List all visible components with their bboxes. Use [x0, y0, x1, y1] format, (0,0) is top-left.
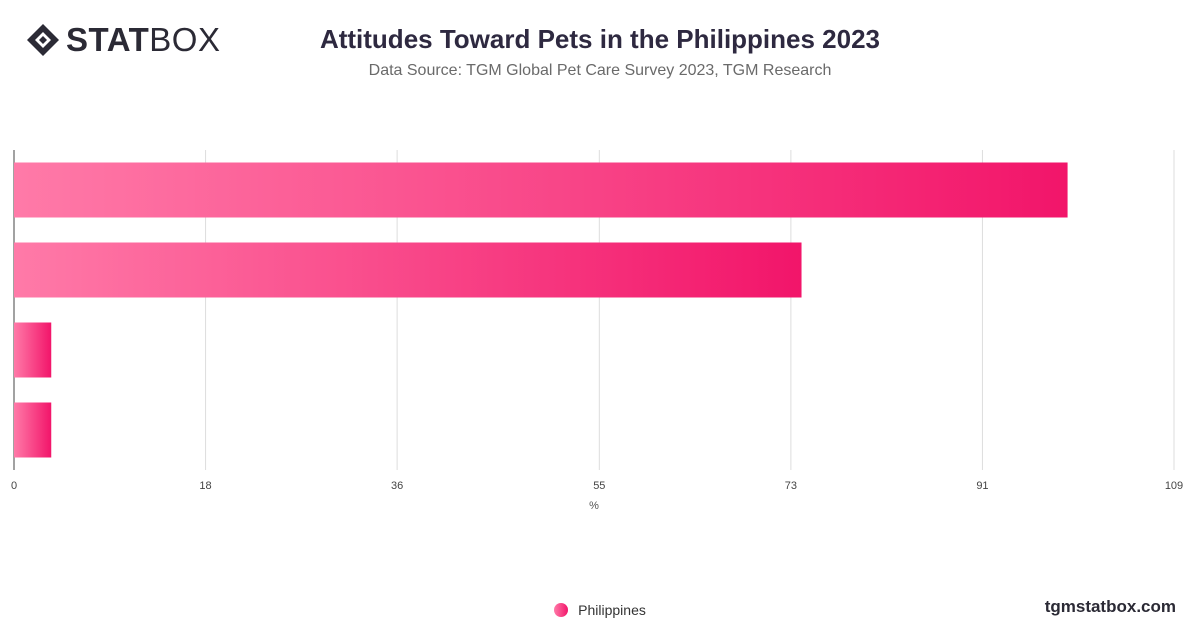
legend-swatch-philippines [554, 603, 569, 617]
x-tick-label: 0 [11, 480, 17, 492]
bar[interactable] [14, 162, 1068, 218]
x-tick-label: 18 [199, 480, 211, 492]
statbox-diamond-icon [27, 24, 59, 56]
chart-title: Attitudes Toward Pets in the Philippines… [319, 24, 881, 54]
site-url: tgmstatbox.com [1044, 597, 1176, 616]
legend-label-philippines: Philippines [578, 602, 646, 618]
x-tick-label: 73 [785, 480, 797, 492]
x-axis-label: % [589, 500, 599, 512]
bar[interactable] [14, 242, 802, 298]
statbox-logo: STATBOX [26, 22, 220, 58]
logo-text: STATBOX [66, 21, 221, 58]
x-tick-label: 55 [593, 480, 605, 492]
x-tick-label: 36 [391, 480, 403, 492]
bar[interactable] [14, 322, 52, 378]
x-tick-label: 91 [976, 480, 988, 492]
chart-subtitle: Data Source: TGM Global Pet Care Survey … [368, 62, 832, 79]
x-tick-label: 109 [1165, 480, 1183, 492]
bar[interactable] [14, 402, 52, 458]
legend[interactable]: Philippines [0, 602, 1200, 618]
